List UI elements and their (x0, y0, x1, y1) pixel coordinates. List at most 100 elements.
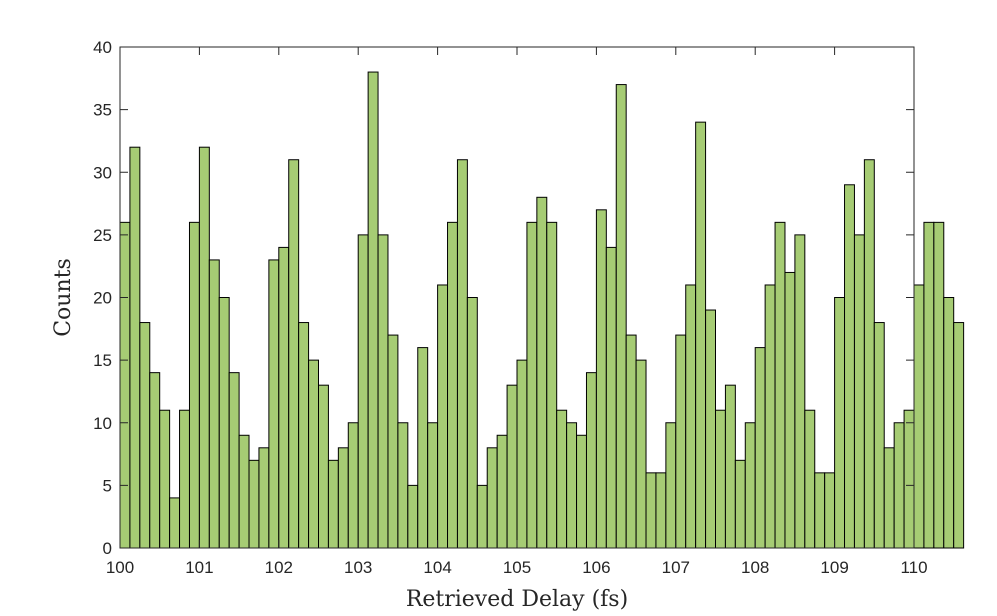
histogram-bar (526, 221, 538, 549)
y-tick-label: 40 (93, 38, 112, 57)
histogram-bar (129, 146, 141, 549)
histogram-bar (159, 409, 171, 549)
y-tick-label: 5 (103, 476, 112, 495)
y-axis-label: Counts (51, 258, 76, 337)
histogram-bar (705, 309, 717, 549)
axis-ticks (119, 46, 915, 549)
x-tick-label: 108 (741, 558, 769, 577)
histogram-bar (437, 284, 449, 549)
histogram-bar (814, 472, 826, 549)
x-tick-label: 103 (344, 558, 372, 577)
histogram-bar (685, 284, 697, 549)
histogram-bar (784, 271, 796, 549)
histogram-bar (715, 409, 726, 549)
y-tick-label: 10 (93, 414, 112, 433)
x-tick-label: 110 (900, 558, 927, 577)
histogram-bar (605, 246, 617, 549)
histogram-bar (417, 347, 429, 549)
histogram-bar (486, 447, 498, 549)
y-tick-label: 25 (93, 226, 112, 245)
histogram-bar (377, 234, 389, 549)
histogram-bar (456, 159, 468, 549)
histogram-bar (635, 359, 647, 549)
histogram-bar (298, 322, 310, 549)
histogram-bar (357, 234, 369, 549)
histogram-bar (923, 221, 935, 549)
histogram-bar (724, 384, 736, 549)
histogram-bar (645, 472, 657, 549)
histogram-bar (903, 409, 915, 549)
histogram-bar (625, 334, 637, 549)
x-tick-label: 107 (662, 558, 690, 577)
histogram-bar (675, 334, 687, 549)
histogram-bar (655, 472, 667, 549)
x-axis-label: Retrieved Delay (fs) (406, 587, 628, 612)
histogram-bars (119, 71, 965, 549)
histogram-bar (576, 434, 587, 549)
histogram-bar (764, 284, 776, 549)
x-tick-label: 100 (106, 558, 134, 577)
x-tick-label: 101 (185, 558, 213, 577)
histogram-bar (734, 459, 746, 549)
histogram-bar (188, 221, 200, 549)
histogram-bar (278, 246, 290, 549)
histogram-bar (318, 384, 329, 549)
histogram-bar (804, 409, 816, 549)
y-axis-tick-labels: 0 5 10 15 20 25 30 35 40 (93, 38, 112, 558)
histogram-bar (228, 372, 240, 549)
histogram-bar (337, 447, 349, 549)
y-tick-label: 35 (93, 101, 112, 120)
histogram-bar (863, 159, 875, 549)
histogram-bar (615, 84, 627, 549)
histogram-bar (258, 447, 270, 549)
histogram-bar (466, 297, 478, 549)
y-tick-label: 20 (93, 289, 112, 308)
histogram-bar (744, 422, 756, 549)
histogram-bar (397, 422, 409, 549)
histogram-bar (268, 259, 280, 549)
histogram-bar (873, 322, 885, 549)
x-tick-label: 109 (820, 558, 848, 577)
histogram-bar (695, 121, 707, 549)
histogram-bar (943, 297, 955, 549)
y-tick-label: 30 (93, 163, 112, 182)
histogram-bar (327, 459, 339, 549)
histogram-bar (883, 447, 895, 549)
histogram-bar (794, 234, 806, 549)
y-tick-label: 0 (103, 539, 112, 558)
histogram-bar (208, 259, 220, 549)
histogram-bar (367, 71, 379, 549)
histogram-bar (288, 159, 300, 549)
histogram-bar (546, 221, 558, 549)
histogram-bar (198, 146, 210, 549)
histogram-bar (774, 221, 786, 549)
histogram-bar (169, 497, 181, 549)
y-tick-label: 15 (93, 351, 112, 370)
histogram-bar (953, 322, 965, 549)
histogram-bar (387, 334, 399, 549)
histogram-bar (179, 409, 190, 549)
histogram-bar (853, 234, 865, 549)
histogram-bar (407, 484, 419, 549)
histogram-bar (566, 422, 578, 549)
histogram-bar (427, 422, 439, 549)
histogram-bar (516, 359, 528, 549)
histogram-bar (119, 221, 131, 549)
x-tick-label: 106 (582, 558, 610, 577)
histogram-bar (665, 422, 677, 549)
histogram-bar (238, 434, 250, 549)
histogram-bar (913, 284, 925, 549)
histogram-bar (506, 384, 518, 549)
histogram-bar (834, 297, 846, 549)
x-tick-label: 104 (423, 558, 451, 577)
histogram-bar (496, 434, 508, 549)
histogram-bar (754, 347, 766, 549)
histogram-bar (595, 209, 607, 549)
histogram-bar (556, 409, 568, 549)
x-tick-label: 105 (503, 558, 531, 577)
histogram-bar (248, 459, 260, 549)
histogram-bar (893, 422, 905, 549)
histogram-bar (824, 472, 836, 549)
x-tick-label: 102 (265, 558, 293, 577)
